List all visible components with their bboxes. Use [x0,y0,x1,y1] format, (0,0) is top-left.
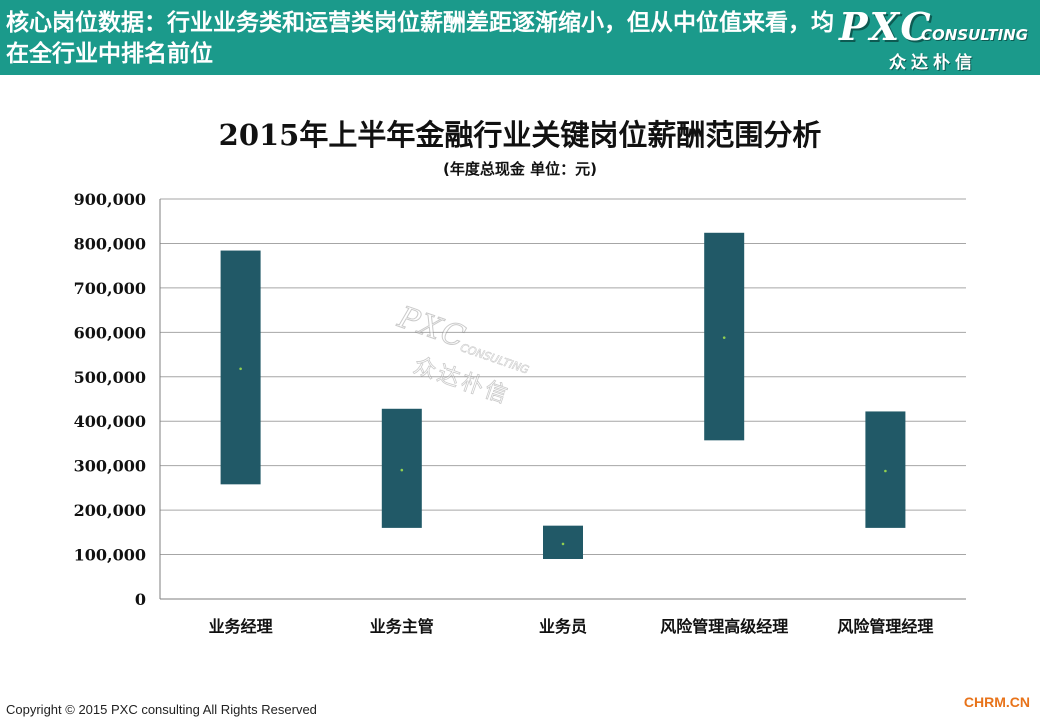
y-tick-label: 300,000 [74,457,146,476]
median-marker [561,542,565,546]
chart-title: 2015年上半年金融行业关键岗位薪酬范围分析 [218,118,822,152]
median-marker [722,336,726,339]
median-marker [400,468,404,472]
x-category-label: 业务员 [539,617,587,636]
y-tick-label: 400,000 [74,412,146,431]
logo-consulting-text: CONSULTING [921,26,1029,44]
source-text: CHRM.CN [963,694,1030,710]
y-tick-label: 500,000 [74,368,146,387]
y-tick-label: 800,000 [74,234,146,253]
range-bar [381,408,422,528]
y-tick-label: 900,000 [74,190,146,209]
logo-pxc-text: PXC [839,4,933,49]
range-bar [220,250,261,485]
x-category-label: 风险管理经理 [837,617,933,636]
pxc-logo: PXC CONSULTING 众达朴信 [835,4,1035,73]
x-category-label: 风险管理高级经理 [660,617,788,636]
median-marker [884,469,887,473]
x-category-label: 业务经理 [209,617,273,636]
logo-chinese-text: 众达朴信 [889,53,977,73]
y-tick-label: 0 [135,590,146,609]
y-tick-label: 700,000 [74,279,146,298]
page-title: 核心岗位数据：行业业务类和运营类岗位薪酬差距逐渐缩小，但从中位值来看，均在全行业… [6,10,834,67]
copyright-text: Copyright © 2015 PXC consulting All Righ… [6,702,317,717]
range-bar [543,525,583,559]
range-bar [865,411,906,528]
x-category-label: 业务主管 [370,617,434,636]
y-tick-label: 200,000 [74,501,146,520]
median-marker [239,367,242,371]
header-banner: 核心岗位数据：行业业务类和运营类岗位薪酬差距逐渐缩小，但从中位值来看，均在全行业… [0,0,1040,75]
y-tick-label: 100,000 [74,546,146,565]
y-tick-label: 600,000 [74,323,146,342]
chart-subtitle: (年度总现金 单位：元) [443,160,597,178]
